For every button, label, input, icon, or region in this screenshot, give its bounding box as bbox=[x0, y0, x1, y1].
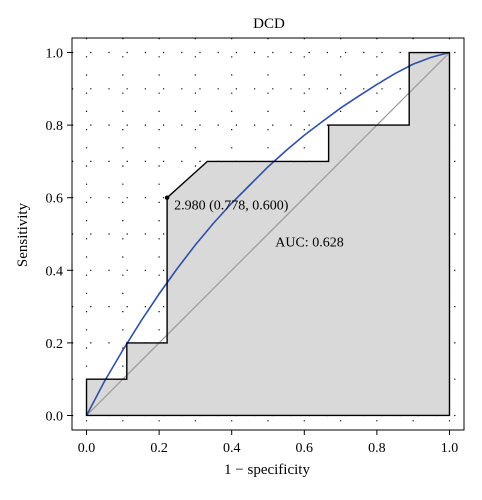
y-tick-label-2: 0.4 bbox=[46, 264, 64, 279]
x-tick-label-1: 0.2 bbox=[150, 441, 168, 456]
axes: 0.0 0.2 0.4 0.6 0.8 1.0 0.0 0.2 0.4 0.6 0.8 1.0 bbox=[46, 47, 459, 456]
empirical-roc bbox=[85, 51, 451, 417]
y-tick-label-5: 1.0 bbox=[46, 47, 64, 62]
diagonal-reference bbox=[86, 52, 450, 416]
x-tick-label-3: 0.6 bbox=[296, 441, 314, 456]
empirical-roc-line bbox=[85, 51, 451, 417]
y-tick-label-3: 0.6 bbox=[46, 192, 64, 207]
auc-label: AUC: 0.628 bbox=[275, 235, 343, 250]
x-axis-label: 1 − specificity bbox=[224, 462, 310, 478]
y-axis-label: Sensitivity bbox=[15, 202, 31, 267]
y-tick-label-1: 0.2 bbox=[46, 337, 64, 352]
smoothed-roc-line bbox=[85, 51, 450, 416]
x-tick-label-2: 0.4 bbox=[223, 441, 241, 456]
diagonal-line bbox=[86, 52, 450, 416]
x-tick-label-5: 1.0 bbox=[441, 441, 459, 456]
plot-frame bbox=[71, 37, 465, 431]
x-tick-label-4: 0.8 bbox=[368, 441, 386, 456]
threshold-point bbox=[164, 195, 170, 200]
chart-title: DCD bbox=[253, 16, 285, 32]
annotations: 2.980 (0.778, 0.600) AUC: 0.628 bbox=[164, 195, 344, 250]
y-tick-label-4: 0.8 bbox=[46, 119, 64, 134]
threshold-label: 2.980 (0.778, 0.600) bbox=[174, 199, 289, 214]
y-tick-label-0: 0.0 bbox=[46, 409, 64, 424]
x-tick-label-0: 0.0 bbox=[78, 441, 96, 456]
smoothed-roc bbox=[85, 51, 450, 416]
